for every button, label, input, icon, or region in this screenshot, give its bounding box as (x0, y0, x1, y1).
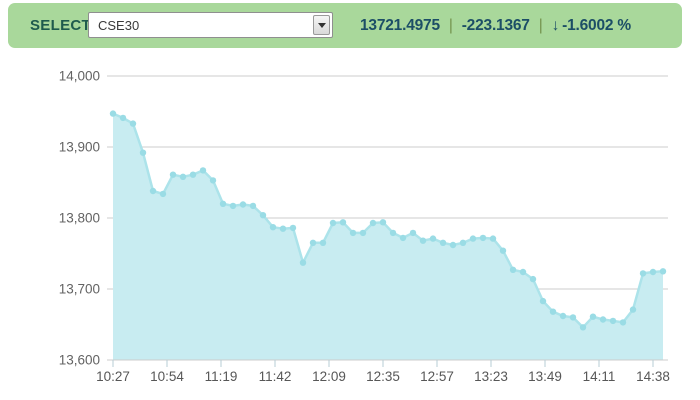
x-axis-label: 12:35 (366, 369, 400, 384)
data-point (469, 235, 477, 242)
data-point (439, 239, 447, 246)
data-point (659, 268, 667, 275)
data-point (559, 312, 567, 320)
x-axis-label: 10:27 (96, 369, 130, 384)
data-point (109, 110, 117, 117)
data-point (409, 229, 417, 237)
x-axis-label: 12:57 (420, 369, 454, 384)
data-point (119, 114, 127, 122)
data-point (199, 167, 207, 174)
stats-separator: | (448, 16, 453, 34)
data-point (389, 229, 397, 237)
data-point (549, 308, 557, 315)
data-point (229, 202, 237, 210)
data-point (309, 239, 317, 246)
data-point (499, 247, 507, 254)
data-point (649, 268, 657, 276)
data-point (369, 219, 377, 227)
data-point (279, 225, 287, 232)
data-point (429, 235, 437, 242)
x-axis-label: 13:49 (528, 369, 562, 384)
data-point (149, 187, 157, 195)
change-value: -223.1367 (461, 16, 530, 34)
data-point (579, 324, 587, 331)
data-point (299, 259, 307, 266)
data-point (489, 235, 497, 242)
index-select-dropdown[interactable]: CSE30 (88, 12, 333, 38)
data-point (589, 313, 597, 320)
data-point (179, 173, 187, 180)
data-point (379, 219, 387, 226)
data-point (509, 266, 517, 273)
data-point (599, 316, 607, 323)
index-header-bar: SELECT CSE30 13721.4975 | -223.1367 | ↓ … (8, 3, 682, 48)
y-axis-label: 13,700 (59, 282, 100, 297)
x-axis-label: 11:19 (205, 369, 238, 384)
data-point (609, 317, 617, 325)
data-point (459, 239, 467, 246)
data-point (479, 234, 487, 242)
select-label: SELECT (30, 17, 91, 34)
stats-separator: | (538, 16, 543, 34)
data-point (539, 297, 547, 305)
data-point (569, 314, 577, 321)
data-point (529, 275, 537, 283)
down-arrow-icon: ↓ (551, 16, 560, 34)
x-axis-label: 14:11 (583, 369, 616, 384)
data-point (239, 201, 247, 208)
y-axis-label: 13,600 (59, 353, 100, 368)
data-point (159, 190, 167, 198)
data-point (619, 319, 627, 326)
x-axis-label: 11:42 (259, 369, 292, 384)
data-point (419, 237, 427, 244)
data-point (139, 149, 147, 156)
last-value: 13721.4975 (360, 16, 440, 34)
data-point (339, 219, 347, 226)
data-point (219, 200, 227, 207)
y-axis-label: 13,900 (59, 140, 100, 155)
dropdown-button[interactable] (313, 15, 330, 35)
data-point (269, 224, 277, 231)
data-point (319, 239, 327, 246)
chevron-down-icon (317, 22, 326, 28)
data-point (639, 270, 647, 277)
x-axis-label: 14:38 (636, 369, 670, 384)
percent-change-group: ↓ -1.6002 % (551, 16, 632, 35)
y-axis-label: 14,000 (59, 69, 100, 84)
data-point (249, 202, 257, 210)
index-stats: 13721.4975 | -223.1367 | ↓ -1.6002 % (360, 3, 631, 48)
change-percent: -1.6002 % (562, 16, 631, 34)
data-point (259, 212, 267, 219)
data-point (449, 241, 457, 249)
data-point (519, 268, 527, 276)
x-axis-label: 12:09 (312, 369, 346, 384)
data-point (349, 229, 357, 237)
data-point (359, 229, 367, 237)
data-point (399, 234, 407, 242)
data-point (289, 224, 297, 232)
data-point (189, 171, 197, 178)
y-axis-label: 13,800 (59, 211, 100, 226)
x-axis-label: 10:54 (150, 369, 184, 384)
index-select-value: CSE30 (98, 17, 140, 33)
data-point (209, 177, 217, 184)
data-point (329, 219, 337, 227)
data-point (629, 306, 637, 313)
area-fill (113, 113, 663, 360)
data-point (129, 120, 137, 127)
data-point (169, 171, 177, 178)
x-axis-label: 13:23 (474, 369, 508, 384)
